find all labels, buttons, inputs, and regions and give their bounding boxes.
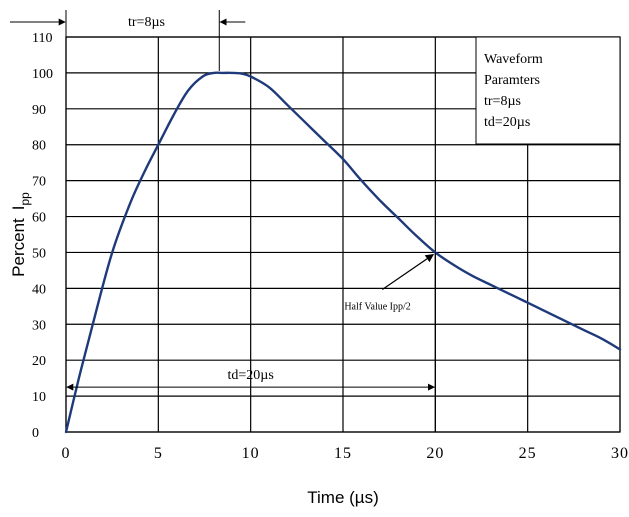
x-tick-label: 10: [242, 445, 260, 462]
x-tick-label: 5: [154, 445, 163, 462]
y-tick-label: 100: [32, 67, 53, 82]
y-tick-label: 40: [32, 282, 46, 297]
y-tick-label: 110: [32, 31, 52, 46]
x-axis-title: Time (µs): [307, 488, 379, 507]
x-tick-label: 30: [611, 445, 629, 462]
td-annotation: td=20µs: [66, 252, 436, 432]
parameters-box-line: tr=8µs: [484, 94, 521, 109]
tr-annotation: tr=8µs: [10, 10, 246, 71]
y-axis-title: Percent Ipp: [9, 192, 32, 277]
y-tick-label: 90: [32, 103, 46, 118]
half-value-arrow: [381, 253, 435, 290]
td-label: td=20µs: [228, 368, 274, 383]
y-tick-label: 70: [32, 175, 46, 190]
tr-label: tr=8µs: [128, 15, 165, 30]
y-tick-label: 60: [32, 211, 46, 226]
parameters-box-frame: [475, 36, 621, 145]
series-line: [64, 71, 622, 434]
x-tick-label: 20: [426, 445, 444, 462]
x-tick-labels: 0 5 10 15 20 25 30: [62, 445, 629, 462]
y-axis-title-symbol: I: [9, 206, 28, 211]
y-tick-label: 80: [32, 139, 46, 154]
x-tick-label: 15: [334, 445, 352, 462]
y-tick-label: 0: [32, 426, 39, 441]
x-tick-label: 0: [62, 445, 71, 462]
x-tick-label: 25: [519, 445, 537, 462]
half-value-label: Half Value Ipp/2: [344, 301, 410, 312]
parameters-box-line: td=20µs: [484, 115, 530, 130]
parameters-box-line: Paramters: [484, 73, 540, 88]
y-tick-label: 50: [32, 246, 46, 261]
waveform-parameters-box: Waveform Paramters tr=8µs td=20µs: [475, 36, 621, 145]
y-axis-title-main: Percent: [9, 218, 28, 277]
y-axis-title-subscript: pp: [18, 192, 32, 206]
half-value-annotation: Half Value Ipp/2: [344, 253, 435, 312]
plot-frame: [65, 36, 621, 433]
y-tick-label: 10: [32, 390, 46, 405]
y-tick-label: 20: [32, 354, 46, 369]
parameters-box-line: Waveform: [484, 52, 543, 67]
y-tick-label: 30: [32, 318, 46, 333]
y-tick-labels: 0 10 20 30 40 50 60 70 80 90 100 110: [32, 31, 53, 441]
